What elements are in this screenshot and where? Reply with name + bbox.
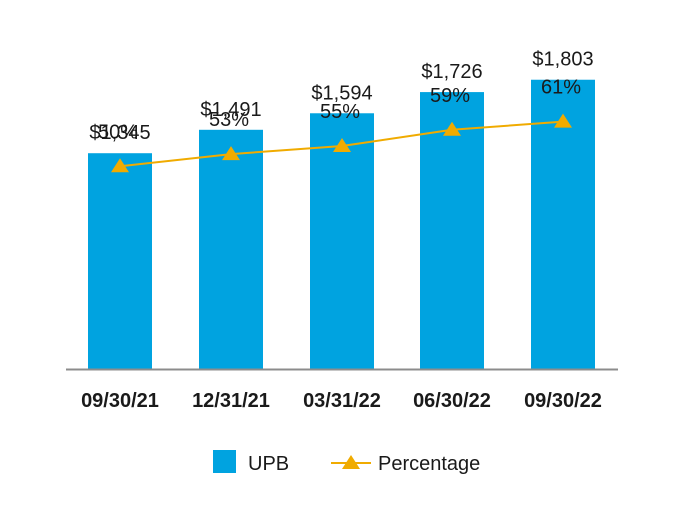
x-tick-label-4: 09/30/22 [524, 390, 602, 412]
percentage-marker-4 [554, 113, 572, 128]
percentage-value-labels: 50% 53% 55% 59% 61% [98, 77, 581, 144]
bar-value-label-1: $1,491 [200, 99, 261, 121]
bar-2 [310, 113, 374, 369]
bar-4 [531, 79, 595, 369]
percentage-value-label-3: 59% [430, 85, 470, 107]
x-tick-label-0: 09/30/21 [81, 390, 159, 412]
bar-value-label-0: $1,345 [89, 122, 150, 144]
percentage-value-label-4: 61% [541, 77, 581, 99]
bar-3 [420, 92, 484, 369]
bar-1 [199, 129, 263, 369]
bar-value-label-2: $1,594 [311, 82, 372, 104]
legend-swatch-upb [213, 450, 236, 473]
bar-series [88, 79, 595, 369]
bar-value-label-4: $1,803 [532, 49, 593, 71]
bar-0 [88, 153, 152, 369]
legend-label-percentage: Percentage [378, 453, 480, 475]
legend-item-upb: UPB [213, 450, 289, 475]
bar-value-labels: $1,345 $1,491 $1,594 $1,726 $1,803 [89, 49, 593, 144]
percentage-marker-0 [111, 158, 129, 173]
percentage-value-label-1: 53% [209, 109, 249, 131]
x-tick-label-1: 12/31/21 [192, 390, 270, 412]
legend-marker-percentage [342, 455, 360, 469]
legend-item-percentage: Percentage [331, 453, 480, 475]
legend: UPB Percentage [213, 450, 480, 475]
percentage-value-label-0: 50% [98, 121, 138, 143]
bar-value-label-3: $1,726 [421, 61, 482, 83]
percentage-marker-3 [443, 121, 461, 136]
x-tick-label-3: 06/30/22 [413, 390, 491, 412]
percentage-value-label-2: 55% [320, 101, 360, 123]
x-tick-label-2: 03/31/22 [303, 390, 381, 412]
x-tick-labels: 09/30/21 12/31/21 03/31/22 06/30/22 09/30/22 [81, 390, 602, 412]
percentage-marker-1 [222, 146, 240, 161]
legend-label-upb: UPB [248, 453, 289, 475]
percentage-markers [111, 113, 572, 173]
percentage-marker-2 [333, 137, 351, 152]
